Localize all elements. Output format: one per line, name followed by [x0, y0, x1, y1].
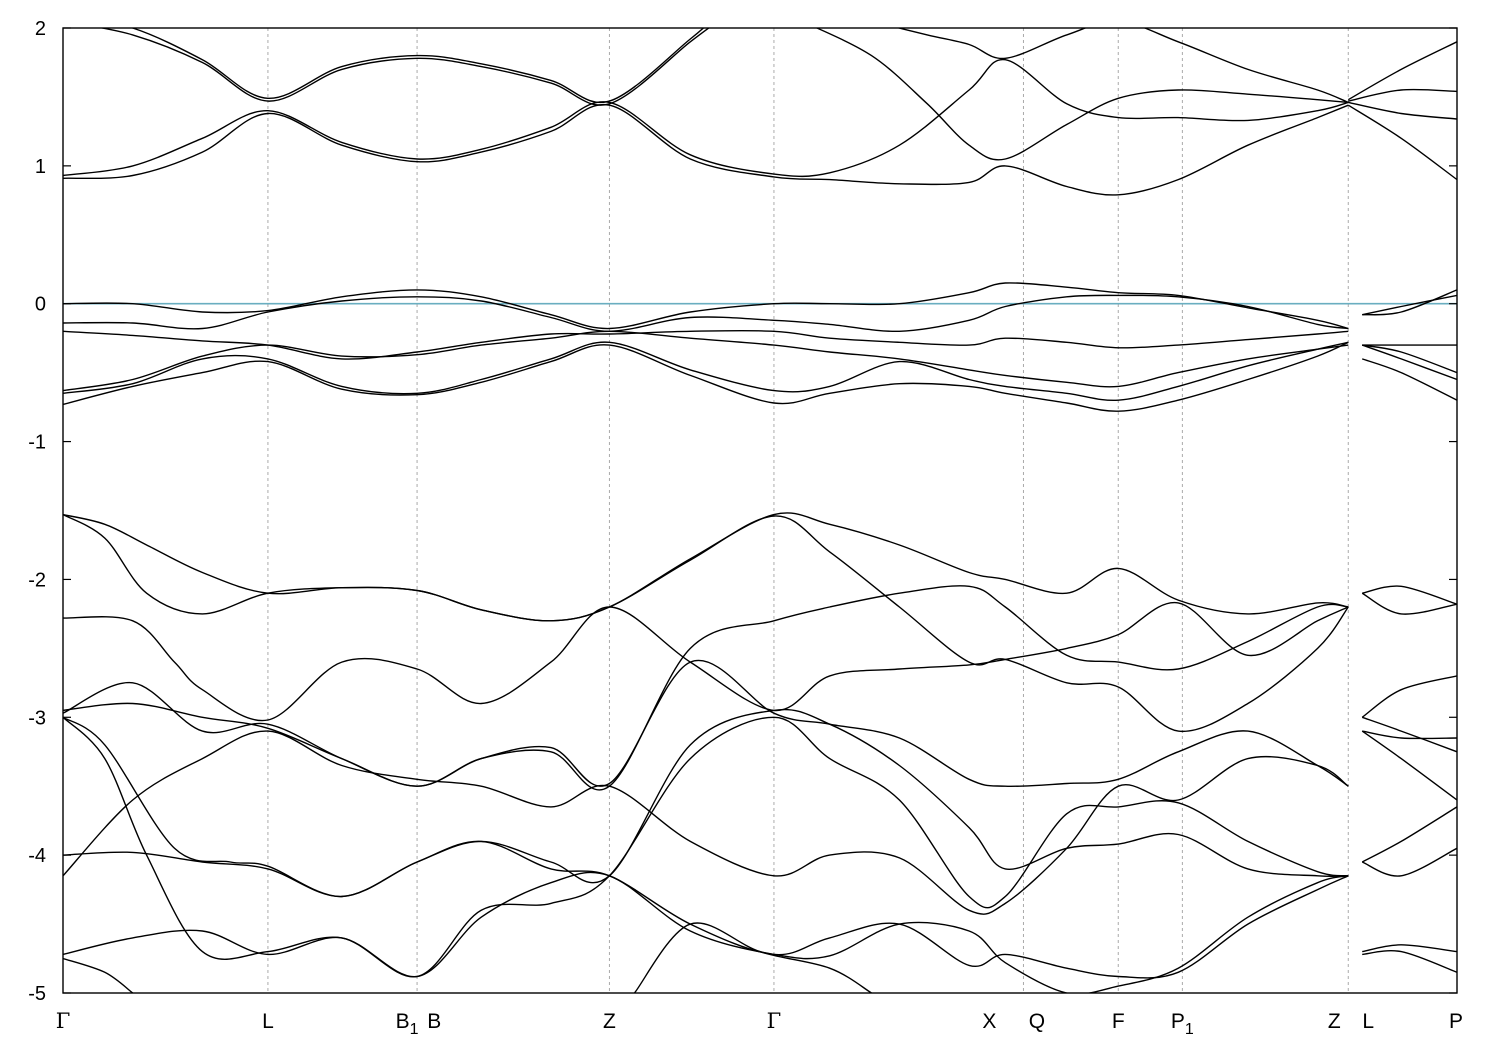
- band-20: [1361, 358, 1457, 401]
- kpoint-label-6: X: [982, 1010, 996, 1033]
- band-14: [63, 341, 1349, 402]
- band-21: [1361, 344, 1457, 381]
- band-29: [63, 730, 1349, 915]
- band-10: [63, 282, 1349, 330]
- band-11: [63, 294, 1349, 333]
- band-4: [815, 28, 1349, 161]
- ytick-label-5: -3: [28, 707, 46, 729]
- kpoint-label-3: B: [427, 1010, 441, 1033]
- plot-frame: [62, 27, 1458, 994]
- band-16: [1362, 289, 1457, 316]
- kpoint-label-8: F: [1112, 1010, 1125, 1033]
- ytick-label-7: -5: [28, 983, 46, 1005]
- band-37: [1361, 716, 1457, 753]
- band-23: [63, 513, 1349, 733]
- kpath-divider-lines: [267, 28, 1349, 993]
- band-9: [1347, 41, 1457, 101]
- kpoint-label-1: L: [262, 1010, 274, 1033]
- kpoint-label-0: Γ: [56, 1009, 71, 1033]
- band-40: [1361, 806, 1457, 863]
- kpoint-label-7: Q: [1029, 1010, 1045, 1033]
- band-curves: [63, 28, 1457, 993]
- band-33: [633, 922, 872, 993]
- band-17: [1362, 294, 1457, 316]
- band-26: [63, 659, 1349, 788]
- band-42: [1362, 944, 1457, 953]
- band-13: [63, 330, 1349, 392]
- band-36: [1361, 675, 1457, 718]
- band-24: [63, 602, 1349, 722]
- kpoint-label-5: Γ: [767, 1009, 782, 1033]
- kpoint-label-12: P: [1449, 1010, 1463, 1033]
- ytick-label-2: 0: [35, 294, 46, 316]
- band-34: [1362, 585, 1457, 605]
- band-1: [63, 58, 1349, 178]
- band-31: [63, 871, 1349, 993]
- kpoint-label-9: P1: [1171, 1010, 1194, 1038]
- band-39: [1361, 730, 1457, 801]
- ytick-label-3: -1: [28, 432, 46, 454]
- kpoint-label-4: Z: [603, 1010, 616, 1033]
- band-28: [63, 716, 1349, 978]
- band-35: [1361, 592, 1457, 615]
- ytick-label-0: 2: [35, 18, 46, 40]
- kpoint-labels: Γ L B1 B Z Γ X Q F P1 Z L P: [56, 1009, 1463, 1038]
- band-25: [63, 585, 1349, 791]
- band-19: [1362, 344, 1457, 374]
- band-38: [1362, 730, 1457, 740]
- y-axis-ticks: 2 1 0 -1 -2 -3 -4 -5: [28, 18, 1457, 1005]
- band-0: [63, 103, 1349, 196]
- band-3: [130, 28, 705, 104]
- band-43: [1362, 950, 1457, 973]
- ytick-label-1: 1: [35, 156, 46, 178]
- band-15: [63, 341, 1349, 412]
- band-22: [63, 512, 1349, 622]
- band-8: [1348, 101, 1457, 120]
- band-12: [63, 329, 1349, 360]
- band-27: [63, 708, 1349, 898]
- band-41: [1361, 847, 1457, 877]
- kpoint-label-10: Z: [1328, 1010, 1341, 1033]
- kpoint-label-2: B1: [396, 1010, 419, 1038]
- band-5: [896, 28, 1349, 104]
- band-30: [63, 840, 1349, 979]
- band-2: [99, 28, 710, 106]
- ytick-label-6: -4: [28, 845, 46, 867]
- band-6: [1347, 104, 1457, 181]
- kpoint-label-11: L: [1362, 1010, 1374, 1033]
- ytick-label-4: -2: [28, 569, 46, 591]
- band-7: [1348, 88, 1457, 102]
- band-32: [63, 957, 134, 993]
